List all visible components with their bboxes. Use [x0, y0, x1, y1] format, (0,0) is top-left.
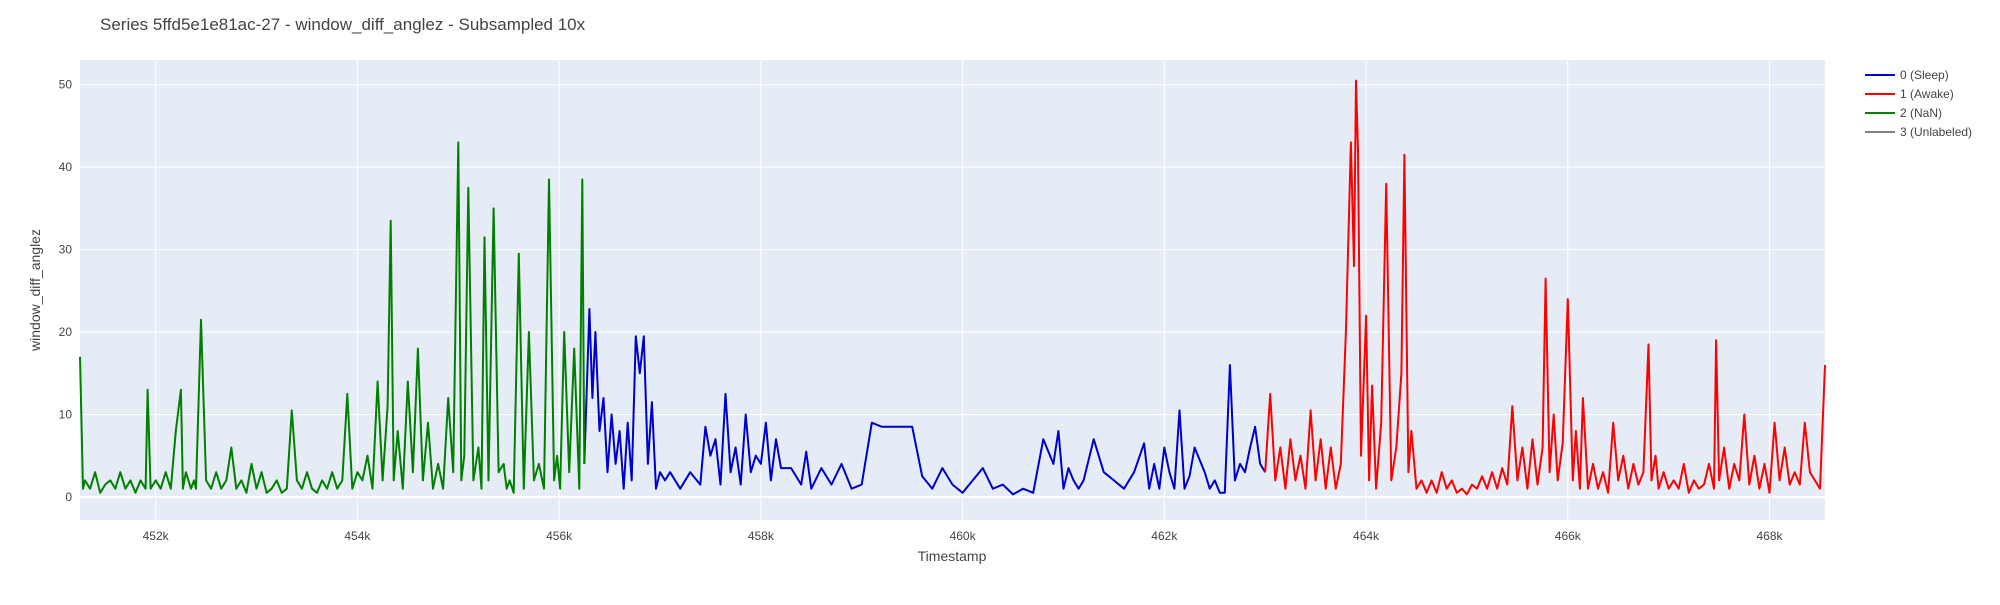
- legend-item-label: 0 (Sleep): [1900, 68, 1949, 82]
- series-line-2-nan: [79, 141, 586, 494]
- x-tick-label: 464k: [1353, 529, 1380, 543]
- legend-item-label: 2 (NaN): [1900, 106, 1942, 120]
- legend: 0 (Sleep) 1 (Awake) 2 (NaN) 3 (Unlabeled): [1865, 68, 1972, 139]
- x-tick-label: 456k: [546, 529, 573, 543]
- y-axis-ticks: 0 10 20 30 40 50: [59, 78, 73, 504]
- x-tick-label: 468k: [1757, 529, 1784, 543]
- y-tick-label: 30: [59, 243, 73, 257]
- x-tick-label: 452k: [143, 529, 170, 543]
- series-lines: [79, 79, 1826, 496]
- legend-item-label: 1 (Awake): [1900, 87, 1954, 101]
- y-tick-label: 50: [59, 78, 73, 92]
- y-axis-title: window_diff_anglez: [27, 229, 43, 352]
- x-tick-label: 454k: [344, 529, 371, 543]
- y-tick-label: 20: [59, 325, 73, 339]
- x-tick-label: 460k: [950, 529, 977, 543]
- legend-item-label: 3 (Unlabeled): [1900, 125, 1972, 139]
- chart-title: Series 5ffd5e1e81ac-27 - window_diff_ang…: [100, 15, 586, 34]
- series-line-0-sleep: [583, 308, 1267, 496]
- y-tick-label: 10: [59, 407, 73, 421]
- x-tick-label: 458k: [748, 529, 775, 543]
- x-axis-ticks: 452k 454k 456k 458k 460k 462k 464k 466k 468k: [143, 529, 1784, 543]
- x-tick-label: 466k: [1555, 529, 1582, 543]
- y-tick-label: 40: [59, 160, 73, 174]
- y-tick-label: 0: [65, 490, 72, 504]
- x-axis-title: Timestamp: [918, 548, 987, 564]
- gridlines: [80, 60, 1825, 520]
- plot-area: [80, 60, 1825, 520]
- x-tick-label: 462k: [1151, 529, 1178, 543]
- series-line-1-awake: [1264, 79, 1826, 496]
